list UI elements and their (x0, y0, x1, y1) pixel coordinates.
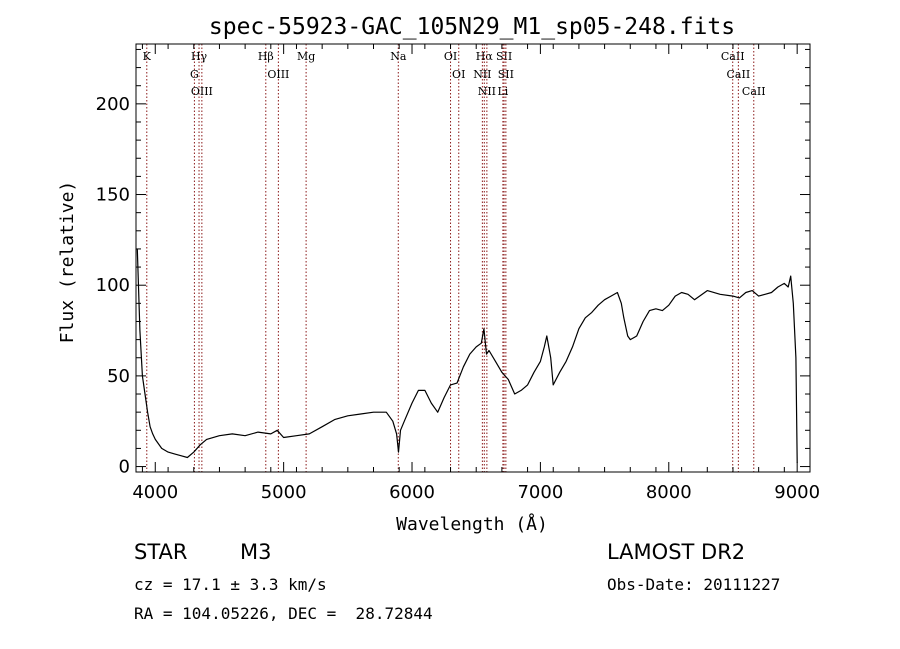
x-tick-label: 6000 (389, 482, 435, 503)
chart-title: spec-55923-GAC_105N29_M1_sp05-248.fits (209, 14, 735, 40)
spectral-line-label: NII (473, 68, 491, 81)
spectral-line-label: SII (496, 50, 512, 63)
spectral-line-label: CaII (742, 85, 766, 98)
spectral-line-label: Na (390, 50, 407, 63)
object-class: STAR (134, 540, 188, 564)
spectral-line-label: OI (452, 68, 465, 81)
redshift-cz: cz = 17.1 ± 3.3 km/s (134, 575, 327, 594)
spectral-line-label: Hα (476, 50, 494, 63)
survey-name: LAMOST DR2 (607, 540, 746, 564)
spectral-line-label: NII (478, 85, 496, 98)
series-group (136, 248, 798, 463)
spectral-line-label: Hγ (191, 50, 208, 63)
spectral-line-label: OIII (267, 68, 289, 81)
spectral-line-label: CaII (721, 50, 745, 63)
x-tick-label: 7000 (517, 482, 563, 503)
spectral-line-label: SII (498, 68, 514, 81)
spectral-line-label: K (143, 50, 152, 63)
x-tick-label: 8000 (646, 482, 692, 503)
x-tick-label: 5000 (261, 482, 307, 503)
y-axis-label: Flux (relative) (57, 181, 78, 344)
x-tick-label: 9000 (774, 482, 820, 503)
spectral-line-label: CaII (727, 68, 751, 81)
spectral-line-label: G (190, 68, 199, 81)
y-tick-label: 0 (119, 457, 130, 478)
ra-dec: RA = 104.05226, DEC = 28.72844 (134, 604, 433, 623)
spectral-line-label: Mg (297, 50, 315, 63)
spectral-line-label: OI (444, 50, 457, 63)
y-tick-label: 100 (96, 275, 130, 296)
spectral-line-label: Li (497, 85, 508, 98)
y-tick-label: 150 (96, 185, 130, 206)
plot-frame (135, 43, 811, 473)
x-axis-label: Wavelength (Å) (396, 513, 548, 535)
spectral-line-label: Hβ (258, 50, 274, 63)
y-tick-label: 50 (107, 366, 130, 387)
spectral-line-label: OIII (191, 85, 213, 98)
spectrum-line (136, 248, 798, 463)
x-tick-label: 4000 (132, 482, 178, 503)
axes: 4000 5000 6000 7000 8000 9000 0 50 100 150 200 (96, 43, 820, 503)
observation-date: Obs-Date: 20111227 (607, 575, 781, 594)
object-subclass: M3 (240, 540, 272, 564)
y-tick-label: 200 (96, 94, 130, 115)
